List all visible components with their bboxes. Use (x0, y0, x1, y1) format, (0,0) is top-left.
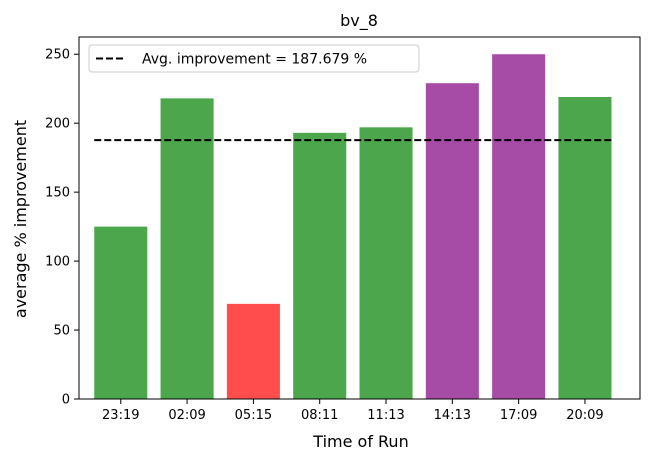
bars-group (94, 54, 612, 400)
x-tick-label: 11:13 (367, 408, 404, 423)
bar-11:13 (359, 127, 413, 399)
y-tick-label: 250 (45, 48, 70, 63)
bar-05:15 (226, 303, 280, 399)
x-tick-label: 05:15 (235, 408, 272, 423)
y-tick-label: 0 (62, 393, 70, 408)
chart-title: bv_8 (340, 11, 378, 31)
bar-14:13 (425, 83, 479, 400)
y-axis-label: average % improvement (11, 120, 30, 318)
x-axis-ticks: 23:19 02:09 05:15 08:11 11:13 14:13 17:09 20:09 (102, 399, 604, 423)
bar-23:19 (94, 226, 148, 399)
y-tick-label: 100 (45, 255, 70, 270)
legend-box (88, 44, 420, 73)
y-tick-label: 200 (45, 117, 70, 132)
bar-02:09 (160, 98, 214, 400)
x-tick-label: 17:09 (500, 408, 537, 423)
x-tick-label: 08:11 (301, 408, 338, 423)
bar-08:11 (293, 132, 347, 399)
y-tick-label: 50 (53, 324, 70, 339)
x-axis-label: Time of Run (312, 432, 408, 451)
legend-label: Avg. improvement = 187.679 % (142, 52, 367, 68)
x-tick-label: 20:09 (566, 408, 603, 423)
bar-17:09 (492, 54, 546, 399)
x-tick-label: 23:19 (102, 408, 139, 423)
x-tick-label: 02:09 (168, 408, 205, 423)
plot-frame (78, 36, 641, 400)
x-tick-label: 14:13 (434, 408, 471, 423)
legend: Avg. improvement = 187.679 % (88, 44, 420, 73)
y-tick-label: 150 (45, 186, 70, 201)
y-axis-ticks: 0 50 100 150 200 250 (45, 48, 79, 408)
bar-20:09 (558, 96, 612, 399)
